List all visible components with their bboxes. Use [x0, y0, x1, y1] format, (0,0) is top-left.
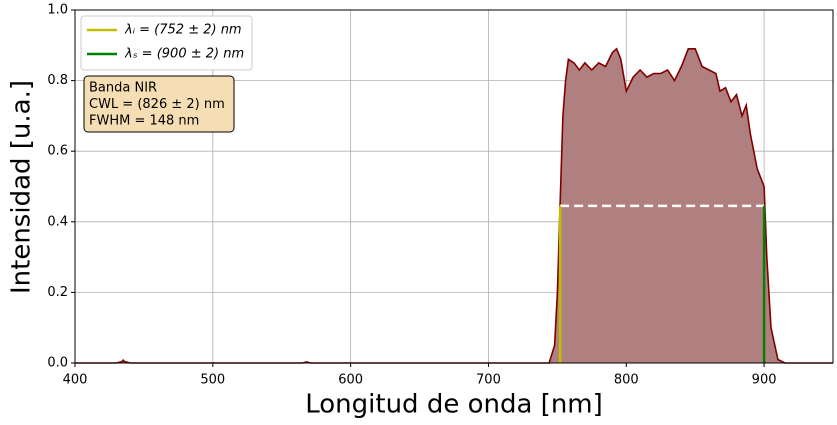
- legend: λᵢ = (752 ± 2) nm λₛ = (900 ± 2) nm: [80, 15, 253, 71]
- annotation-text: Banda NIR: [89, 81, 157, 96]
- y-tick-label: 0.8: [47, 73, 68, 88]
- annotation-text: FWHM = 148 nm: [89, 114, 199, 129]
- y-tick-label: 1.0: [47, 3, 68, 18]
- y-axis-label: Intensidad [u.a.]: [7, 80, 37, 294]
- x-axis-label: Longitud de onda [nm]: [305, 390, 603, 420]
- spectrum-area: [75, 48, 833, 364]
- annotation-text: CWL = (826 ± 2) nm: [89, 97, 225, 112]
- x-tick-label: 900: [752, 373, 777, 388]
- x-tick-label: 800: [614, 373, 639, 388]
- x-tick-label: 400: [63, 373, 88, 388]
- x-tick-label: 600: [338, 373, 363, 388]
- legend-label: λᵢ = (752 ± 2) nm: [124, 23, 242, 38]
- legend-label: λₛ = (900 ± 2) nm: [124, 47, 244, 62]
- y-tick-label: 0.0: [47, 356, 68, 371]
- plot-frame: [74, 9, 834, 364]
- legend-box: [80, 15, 253, 71]
- y-tick-label: 0.2: [47, 285, 68, 300]
- x-tick-label: 700: [476, 373, 501, 388]
- annotation-box: [83, 75, 235, 133]
- y-tick-label: 0.4: [47, 214, 68, 229]
- y-tick-label: 0.6: [47, 144, 68, 159]
- x-tick-label: 500: [200, 373, 225, 388]
